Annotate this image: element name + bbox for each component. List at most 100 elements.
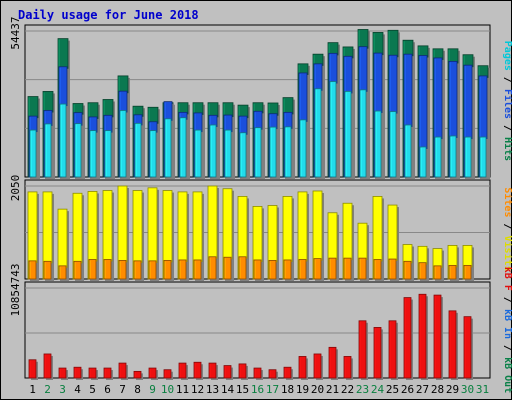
x-tick-day-2: 2	[44, 383, 51, 396]
bar-pages-day-23	[359, 89, 368, 179]
bar-kbf-day-13	[208, 362, 218, 380]
bar-pages-day-24	[374, 110, 383, 179]
x-tick-day-29: 29	[446, 383, 459, 396]
panel-middle-legend: Sites / Visits	[502, 187, 512, 271]
x-tick-day-26: 26	[401, 383, 414, 396]
bar-pages-day-5	[89, 130, 98, 179]
legend-item: Sites	[502, 187, 512, 217]
bar-sites-day-18	[283, 259, 293, 281]
bar-pages-day-21	[329, 81, 338, 179]
bar-pages-day-25	[389, 111, 398, 179]
bar-pages-day-4	[74, 123, 83, 179]
bar-pages-day-8	[134, 122, 143, 179]
bar-sites-day-27	[418, 262, 428, 281]
bar-kbf-day-14	[223, 365, 233, 380]
bar-sites-day-20	[313, 258, 323, 281]
bar-kbf-day-7	[118, 362, 128, 380]
bar-kbf-day-12	[193, 361, 203, 380]
bar-sites-day-2	[43, 260, 53, 281]
bar-kbf-day-30	[463, 316, 473, 380]
bar-kbf-day-29	[448, 310, 458, 380]
bar-pages-day-6	[104, 130, 113, 179]
bar-pages-day-29	[449, 135, 458, 179]
bar-sites-day-4	[73, 260, 83, 281]
bar-pages-day-14	[224, 129, 233, 179]
x-tick-day-13: 13	[206, 383, 219, 396]
bar-sites-day-13	[208, 256, 218, 281]
bar-kbf-day-18	[283, 366, 293, 380]
x-tick-day-24: 24	[371, 383, 385, 396]
x-tick-day-10: 10	[161, 383, 174, 396]
bar-kbf-day-2	[43, 353, 53, 380]
legend-item: /	[502, 119, 512, 137]
panel-bottom-legend: kB F / kB In / kB Out	[502, 267, 512, 393]
bar-sites-day-24	[373, 259, 383, 281]
x-tick-day-4: 4	[74, 383, 81, 396]
bar-pages-day-31	[479, 136, 488, 179]
x-tick-day-31: 31	[476, 383, 489, 396]
bar-kbf-day-23	[358, 320, 368, 380]
bar-kbf-day-15	[238, 363, 248, 380]
bar-kbf-day-1	[28, 359, 38, 380]
panel-top-ytick: 54437	[9, 16, 22, 49]
bar-sites-day-10	[163, 259, 173, 281]
bar-sites-day-29	[448, 264, 458, 281]
bar-kbf-day-17	[268, 369, 278, 380]
bar-pages-day-7	[119, 110, 128, 179]
bar-pages-day-9	[149, 130, 158, 179]
bar-sites-day-11	[178, 259, 188, 281]
chart-title: Daily usage for June 2018	[18, 8, 199, 22]
legend-item: kB F	[502, 267, 512, 291]
bar-sites-day-1	[28, 260, 38, 281]
bar-kbf-day-8	[133, 370, 143, 380]
x-tick-day-3: 3	[59, 383, 66, 396]
bar-pages-day-17	[269, 126, 278, 179]
x-tick-day-11: 11	[176, 383, 189, 396]
bar-sites-day-23	[358, 257, 368, 281]
bar-pages-day-20	[314, 88, 323, 179]
panel-middle-ytick: 2050	[9, 175, 22, 202]
bar-pages-day-30	[464, 136, 473, 179]
x-tick-day-20: 20	[311, 383, 324, 396]
bar-pages-day-3	[59, 103, 68, 179]
bar-pages-day-12	[194, 129, 203, 179]
x-tick-day-17: 17	[266, 383, 279, 396]
x-tick-day-6: 6	[104, 383, 111, 396]
bar-kbf-day-26	[403, 297, 413, 380]
legend-item: Files	[502, 89, 512, 119]
bar-pages-day-1	[29, 129, 38, 179]
bar-kbf-day-27	[418, 293, 428, 380]
bar-sites-day-3	[58, 265, 68, 281]
legend-item: /	[502, 339, 512, 357]
bar-kbf-day-28	[433, 294, 443, 380]
bar-sites-day-8	[133, 260, 143, 281]
bar-kbf-day-25	[388, 320, 398, 380]
bar-kbf-day-21	[328, 346, 338, 380]
panel-bottom-ytick: 10854743	[9, 264, 22, 317]
x-tick-day-23: 23	[356, 383, 369, 396]
x-tick-day-30: 30	[461, 383, 474, 396]
bar-pages-day-13	[209, 124, 218, 179]
bar-kbf-day-16	[253, 367, 263, 380]
bar-kbf-day-10	[163, 369, 173, 380]
bar-sites-day-15	[238, 256, 248, 281]
legend-item: kB In	[502, 309, 512, 339]
x-tick-day-16: 16	[251, 383, 264, 396]
bar-sites-day-21	[328, 257, 338, 281]
bar-kbf-day-6	[103, 367, 113, 380]
bar-sites-day-9	[148, 260, 158, 281]
bar-sites-day-19	[298, 259, 308, 281]
bar-sites-day-5	[88, 259, 98, 281]
bar-sites-day-12	[193, 259, 203, 281]
bar-sites-day-6	[103, 259, 113, 281]
bar-pages-day-2	[44, 123, 53, 179]
bar-sites-day-16	[253, 259, 263, 281]
bar-sites-day-14	[223, 256, 233, 281]
x-tick-day-21: 21	[326, 383, 339, 396]
bar-sites-day-25	[388, 258, 398, 281]
x-tick-day-5: 5	[89, 383, 96, 396]
bar-sites-day-22	[343, 257, 353, 281]
x-tick-day-28: 28	[431, 383, 444, 396]
bar-sites-day-7	[118, 259, 128, 281]
bar-kbf-day-4	[73, 366, 83, 380]
